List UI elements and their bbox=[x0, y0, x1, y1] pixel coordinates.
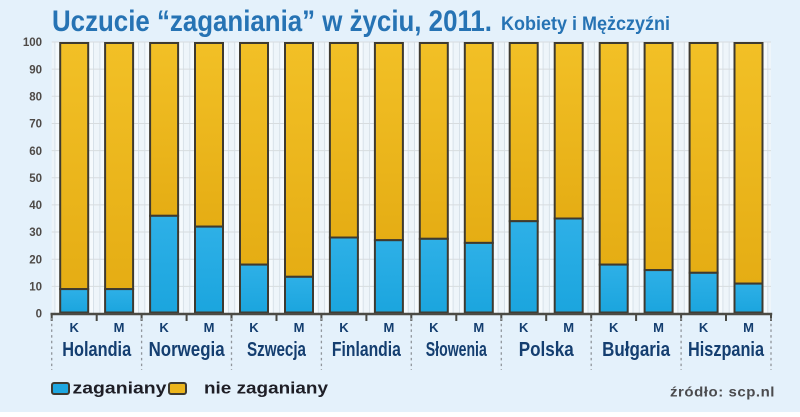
svg-text:M: M bbox=[743, 320, 754, 335]
svg-text:20: 20 bbox=[29, 254, 42, 266]
svg-text:10: 10 bbox=[29, 282, 42, 294]
svg-text:M: M bbox=[294, 320, 305, 335]
svg-text:M: M bbox=[114, 320, 125, 335]
svg-text:M: M bbox=[563, 320, 574, 335]
svg-text:źródło: scp.nl: źródło: scp.nl bbox=[670, 384, 775, 400]
svg-text:70: 70 bbox=[29, 119, 42, 131]
svg-text:M: M bbox=[383, 320, 394, 335]
svg-text:100: 100 bbox=[23, 37, 42, 49]
svg-text:80: 80 bbox=[29, 92, 42, 104]
svg-text:K: K bbox=[429, 320, 439, 335]
svg-text:90: 90 bbox=[29, 64, 42, 76]
svg-text:Norwegia: Norwegia bbox=[149, 338, 225, 361]
svg-text:0: 0 bbox=[36, 309, 42, 321]
svg-text:K: K bbox=[70, 320, 80, 335]
svg-text:K: K bbox=[159, 320, 169, 335]
svg-text:K: K bbox=[519, 320, 529, 335]
svg-text:K: K bbox=[249, 320, 259, 335]
svg-text:Słowenia: Słowenia bbox=[426, 338, 487, 361]
svg-text:M: M bbox=[473, 320, 484, 335]
svg-text:30: 30 bbox=[29, 227, 42, 239]
svg-text:Uczucie “zaganiania” w życiu,: Uczucie “zaganiania” w życiu, 2011. bbox=[52, 5, 492, 38]
svg-text:K: K bbox=[339, 320, 349, 335]
svg-text:Szwecja: Szwecja bbox=[247, 338, 306, 361]
svg-text:40: 40 bbox=[29, 200, 42, 212]
svg-text:Finlandia: Finlandia bbox=[332, 338, 401, 361]
svg-text:Polska: Polska bbox=[519, 338, 574, 361]
svg-text:Holandia: Holandia bbox=[62, 338, 131, 361]
svg-text:zaganiany: zaganiany bbox=[73, 380, 168, 398]
svg-text:60: 60 bbox=[29, 146, 42, 158]
svg-text:50: 50 bbox=[29, 173, 42, 185]
svg-text:Hiszpania: Hiszpania bbox=[688, 338, 764, 361]
svg-text:M: M bbox=[204, 320, 215, 335]
svg-text:M: M bbox=[653, 320, 664, 335]
svg-text:K: K bbox=[699, 320, 709, 335]
svg-text:Kobiety i Mężczyźni: Kobiety i Mężczyźni bbox=[501, 13, 670, 35]
svg-text:K: K bbox=[609, 320, 619, 335]
svg-text:Bułgaria: Bułgaria bbox=[602, 338, 670, 361]
svg-text:nie zaganiany: nie zaganiany bbox=[204, 380, 329, 398]
